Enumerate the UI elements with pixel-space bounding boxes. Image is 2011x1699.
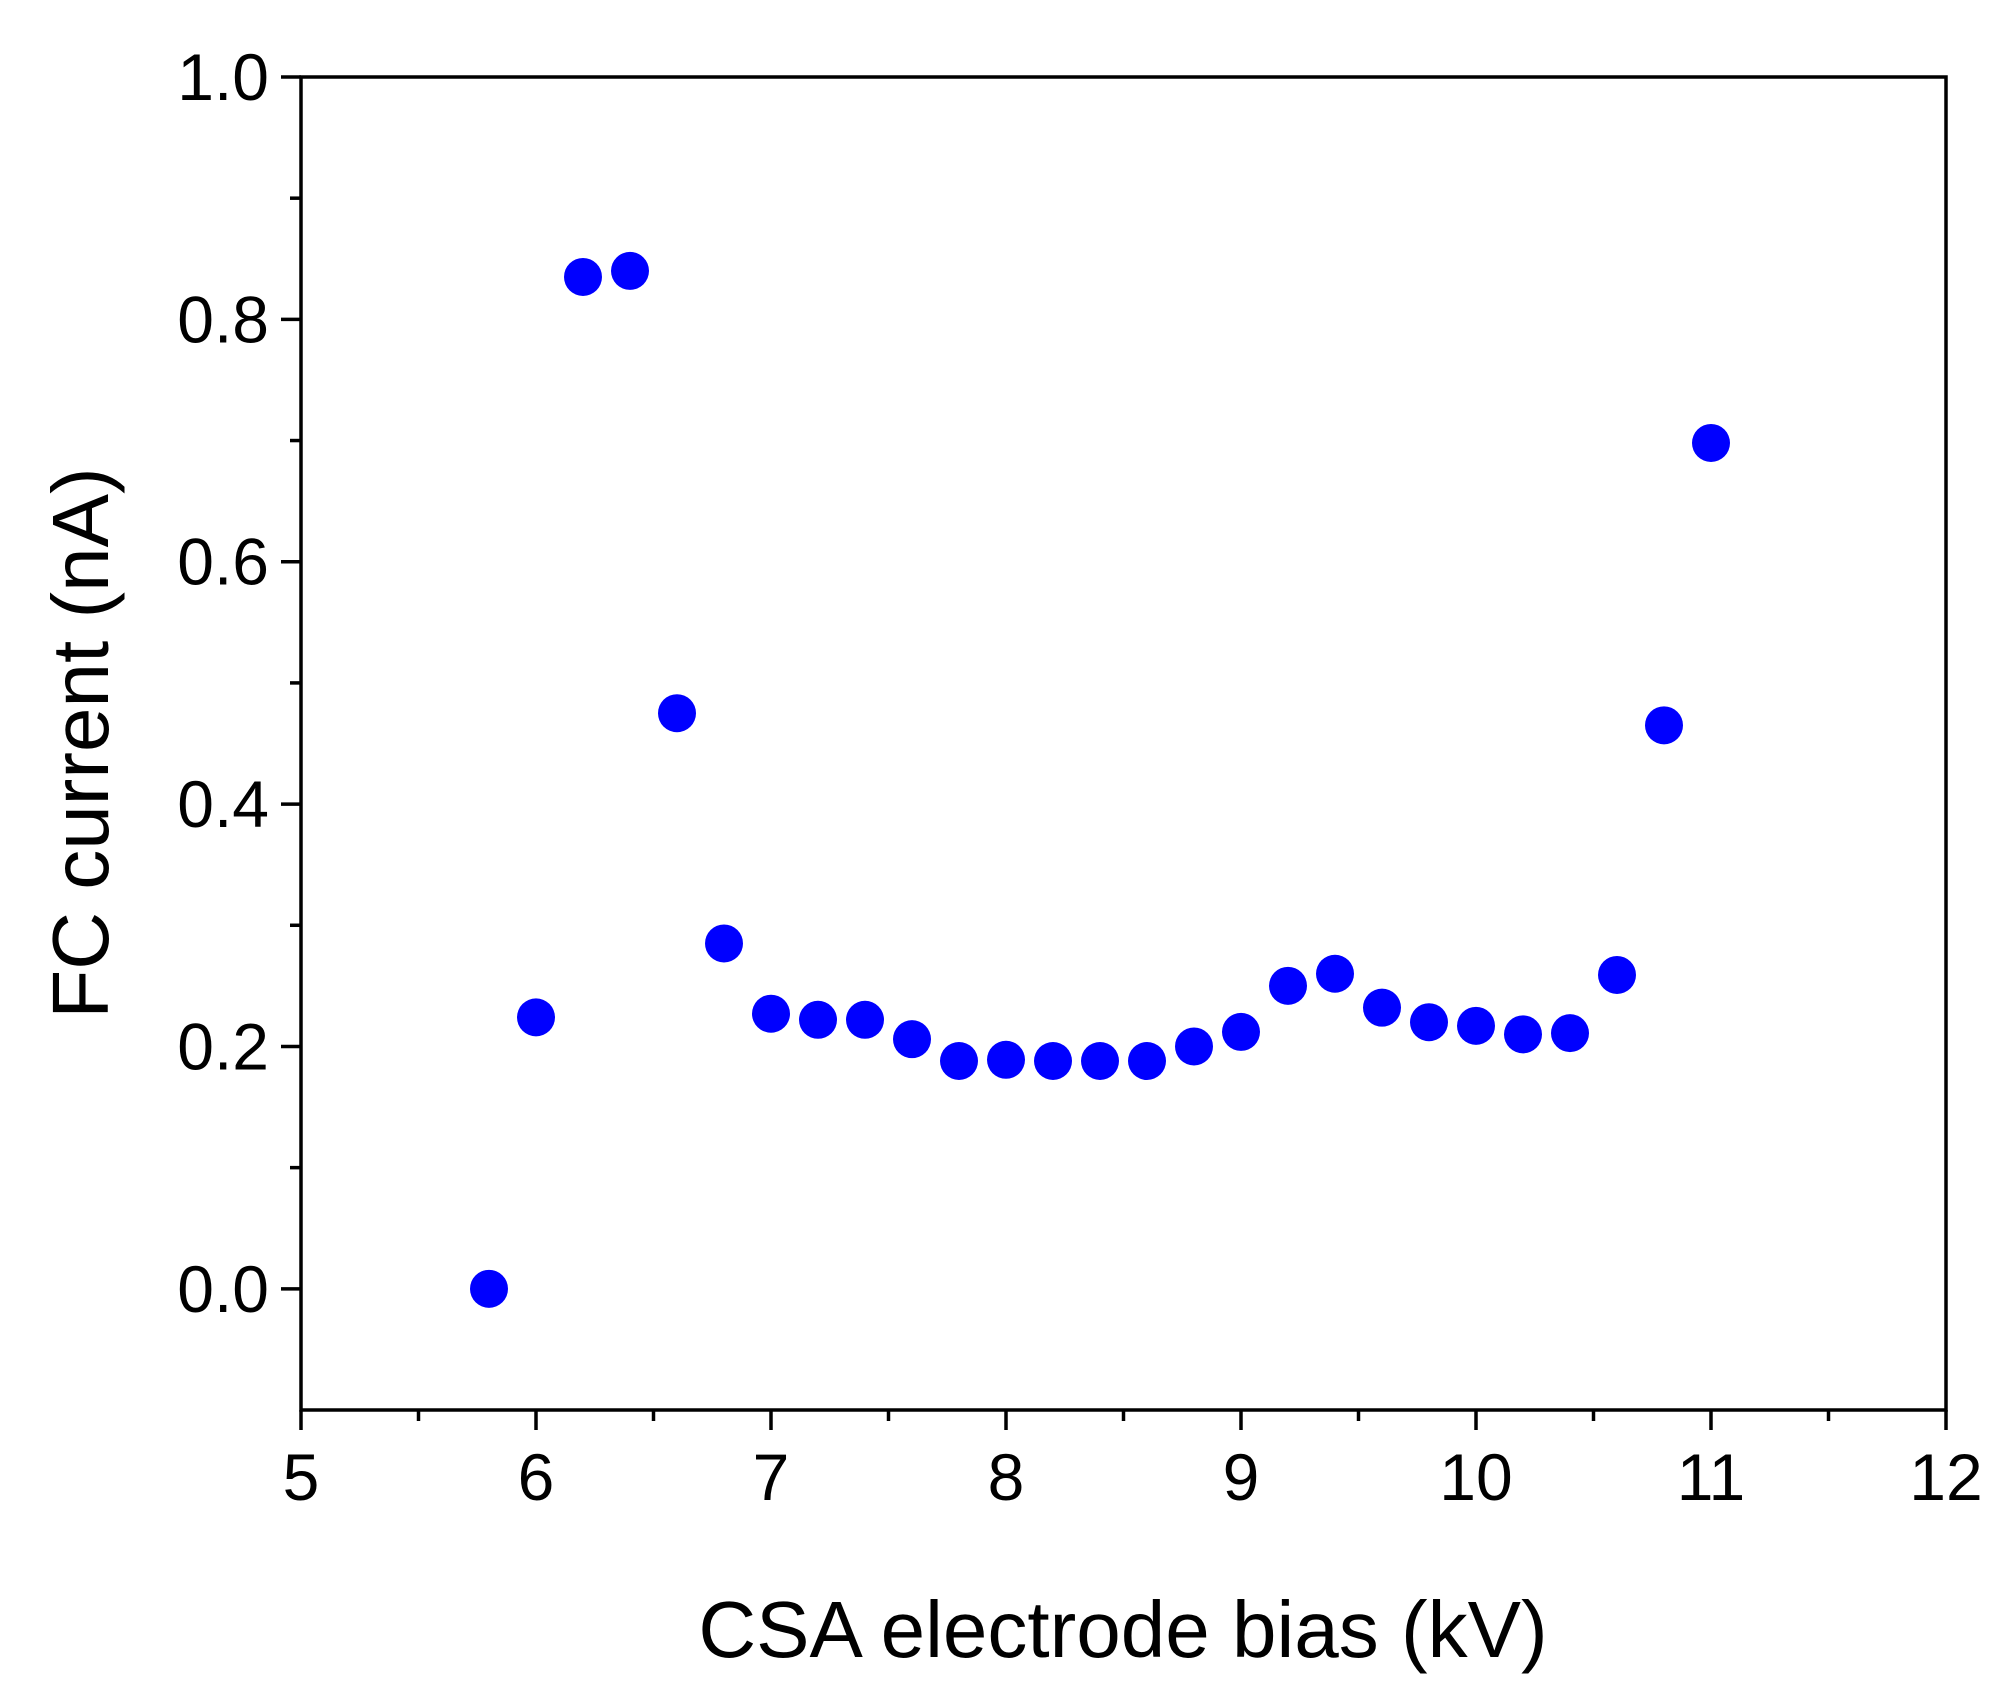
data-point (1598, 955, 1636, 994)
data-point (705, 924, 743, 963)
data-point (1692, 423, 1730, 462)
data-point (1363, 988, 1401, 1027)
y-axis-ticks: 0.0 0.2 0.4 0.6 0.8 1.0 (177, 40, 301, 1326)
data-point (1269, 966, 1307, 1005)
x-tick-label: 11 (1677, 1440, 1746, 1514)
x-tick-label: 8 (988, 1440, 1025, 1514)
y-tick-label: 0.0 (177, 1252, 269, 1326)
data-point (1551, 1014, 1589, 1053)
data-point (564, 257, 602, 296)
x-tick-label: 12 (1909, 1440, 1982, 1514)
data-point (799, 1000, 837, 1039)
x-tick-label: 9 (1223, 1440, 1260, 1514)
data-point (1410, 1003, 1448, 1042)
data-point (1222, 1012, 1260, 1051)
data-point (517, 998, 555, 1037)
x-tick-label: 5 (283, 1440, 320, 1514)
x-axis-ticks: 5 6 7 8 9 10 11 12 (283, 1410, 1983, 1514)
data-point (893, 1020, 931, 1059)
data-point (658, 694, 696, 733)
y-tick-label: 0.2 (177, 1009, 269, 1083)
data-point (940, 1041, 978, 1080)
data-point (752, 994, 790, 1033)
data-point (1128, 1041, 1166, 1080)
data-point (1175, 1027, 1213, 1066)
data-point (1457, 1006, 1495, 1045)
x-tick-label: 6 (518, 1440, 555, 1514)
data-point (611, 251, 649, 290)
y-tick-label: 0.8 (177, 282, 269, 356)
data-point (846, 1000, 884, 1039)
data-point (987, 1040, 1025, 1079)
data-point (1645, 706, 1683, 745)
y-tick-label: 0.4 (177, 767, 269, 841)
x-tick-label: 10 (1439, 1440, 1512, 1514)
y-tick-label: 0.6 (177, 525, 269, 599)
x-tick-label: 7 (753, 1440, 790, 1514)
data-point (470, 1269, 508, 1308)
data-point (1081, 1041, 1119, 1080)
data-series (470, 251, 1730, 1308)
data-point (1316, 954, 1354, 993)
y-tick-label: 1.0 (177, 40, 269, 114)
x-axis-title: CSA electrode bias (kV) (698, 1585, 1547, 1674)
plot-frame (299, 75, 1948, 1412)
data-point (1504, 1015, 1542, 1054)
y-axis-title: FC current (nA) (36, 467, 125, 1018)
data-point (1034, 1041, 1072, 1080)
